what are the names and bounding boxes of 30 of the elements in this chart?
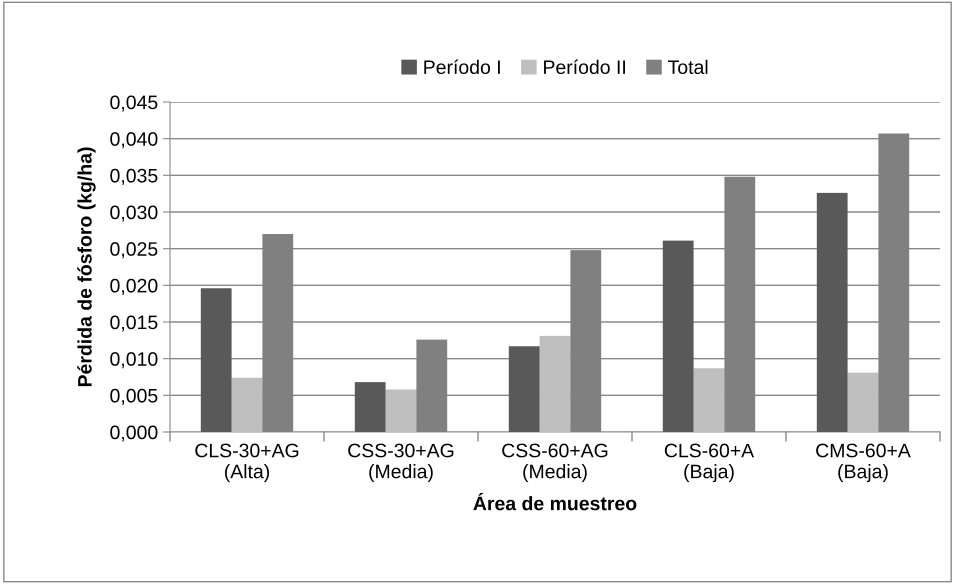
x-tick-label: CLS-60+A (Baja) xyxy=(664,444,754,482)
bar xyxy=(540,336,570,432)
bar xyxy=(354,382,386,432)
y-tick-label: 0,010 xyxy=(110,352,158,368)
bar xyxy=(508,346,540,432)
x-tick-label: CMS-60+A (Baja) xyxy=(816,444,911,482)
legend-label: Total xyxy=(668,60,708,74)
y-tick-label: 0,005 xyxy=(110,388,158,405)
y-tick-label: 0,035 xyxy=(110,168,158,185)
y-tick-label: 0,025 xyxy=(110,242,158,258)
bar xyxy=(200,288,232,432)
bar xyxy=(816,192,848,432)
y-tick-label: 0,000 xyxy=(110,425,158,442)
x-tick-label: CLS-30+AG (Alta) xyxy=(195,444,298,482)
bar xyxy=(848,372,878,432)
bar xyxy=(386,389,416,432)
y-tick-label: 0,045 xyxy=(110,95,158,112)
x-tick-label: CSS-60+AG (Media) xyxy=(502,444,608,482)
y-axis-title: Pérdida de fósforo (kg/ha) xyxy=(77,148,96,386)
x-axis-title: Área de muestreo xyxy=(473,492,636,510)
legend-label: Período I xyxy=(424,60,500,74)
bar xyxy=(662,240,694,432)
bar xyxy=(694,368,724,432)
y-tick-label: 0,040 xyxy=(110,132,158,148)
y-tick-label: 0,015 xyxy=(110,315,158,332)
bar xyxy=(232,378,262,432)
x-tick-label: CSS-30+AG (Media) xyxy=(348,444,454,482)
legend-label: Período II xyxy=(544,60,625,74)
y-tick-label: 0,030 xyxy=(110,205,158,222)
y-tick-label: 0,020 xyxy=(110,278,158,295)
